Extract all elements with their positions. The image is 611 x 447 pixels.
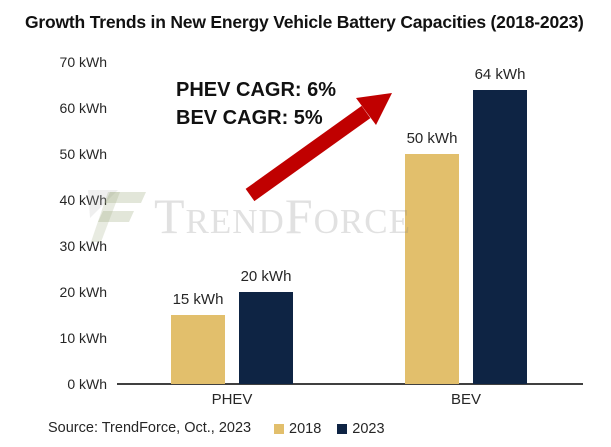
y-axis-tick-label: 0 kWh: [67, 376, 107, 392]
x-axis-line: [117, 383, 583, 385]
y-axis-tick-label: 70 kWh: [59, 54, 107, 70]
y-axis-tick-label: 60 kWh: [59, 100, 107, 116]
y-axis-tick-label: 40 kWh: [59, 192, 107, 208]
bar-phev-2023: [239, 292, 293, 384]
legend-label: 2023: [352, 421, 385, 437]
y-axis-tick-label: 10 kWh: [59, 330, 107, 346]
cagr-annotation: PHEV CAGR: 6% BEV CAGR: 5%: [176, 76, 336, 132]
bar-bev-2023: [473, 89, 527, 384]
x-axis-category-label: BEV: [450, 391, 481, 408]
legend: 2018 2023: [274, 421, 385, 437]
bar-value-label: 64 kWh: [474, 65, 526, 83]
bar-value-label: 20 kWh: [240, 268, 292, 285]
legend-item-2023: 2023: [337, 421, 385, 437]
legend-item-2018: 2018: [274, 421, 321, 437]
cagr-annotation-bev: BEV CAGR: 5%: [176, 107, 323, 129]
chart-title: Growth Trends in New Energy Vehicle Batt…: [25, 12, 584, 32]
source-note: Source: TrendForce, Oct., 2023: [48, 420, 252, 436]
bar-value-label: 50 kWh: [406, 130, 458, 147]
y-axis-tick-label: 50 kWh: [59, 146, 107, 162]
y-axis-tick-label: 20 kWh: [59, 284, 107, 300]
legend-swatch-2018: [274, 424, 284, 434]
y-axis-tick-label: 30 kWh: [59, 238, 107, 254]
bar-phev-2018: [171, 315, 225, 384]
x-axis-category-label: PHEV: [211, 391, 253, 408]
cagr-annotation-phev: PHEV CAGR: 6%: [176, 79, 337, 101]
legend-label: 2018: [289, 421, 322, 437]
legend-swatch-2023: [337, 424, 348, 434]
bar-value-label: 15 kWh: [172, 291, 224, 308]
bar-bev-2018: [405, 154, 459, 384]
